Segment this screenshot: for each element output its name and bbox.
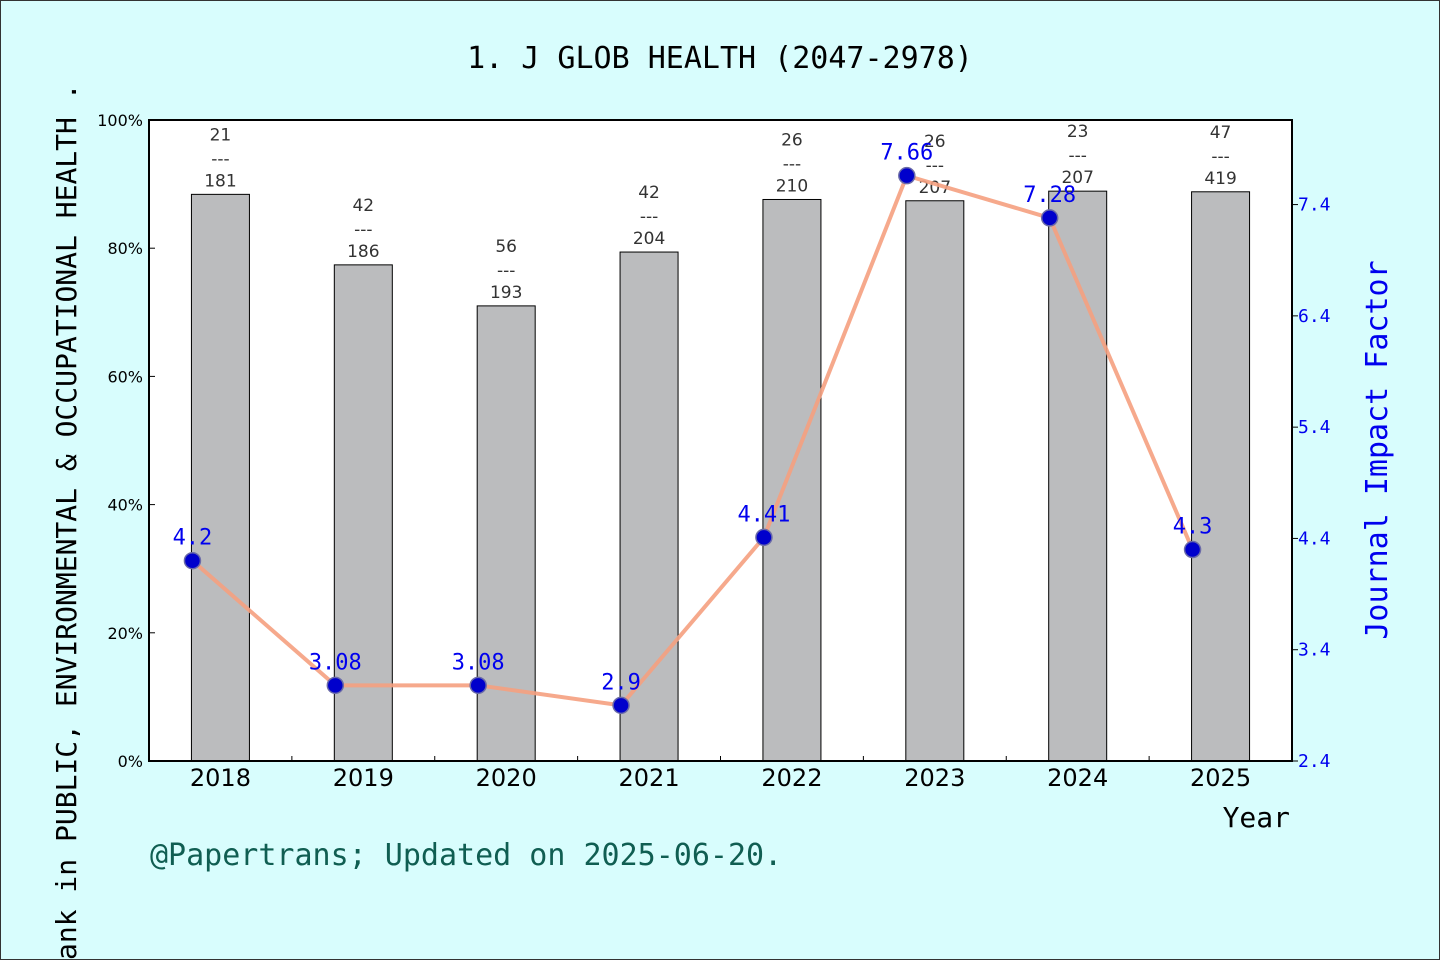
bar-2019 — [333, 264, 393, 762]
credit-text: @Papertrans; Updated on 2025-06-20. — [150, 838, 782, 873]
impact-factor-label-2024: 7.28 — [1023, 183, 1076, 208]
rank-label-bottom: 186 — [347, 242, 379, 262]
x-tick-label-2018: 2018 — [190, 764, 251, 792]
rank-label-sep: --- — [640, 207, 658, 227]
rank-label-sep: --- — [1211, 147, 1229, 167]
bar-2024 — [1048, 190, 1108, 762]
rank-label-sep: --- — [497, 261, 515, 281]
x-tick-label-2019: 2019 — [333, 764, 394, 792]
x-tick-label-2021: 2021 — [619, 764, 680, 792]
right-tick-label: 6.4 — [1298, 306, 1331, 327]
rank-label-bottom: 181 — [204, 171, 236, 191]
left-tick-label: 40% — [107, 496, 143, 515]
impact-factor-label-2022: 4.41 — [737, 502, 790, 527]
impact-factor-point-2021 — [612, 696, 630, 715]
rank-label-group: 21 --- 181 42 --- 186 56 --- 193 42 --- 204 26 --- 210… — [204, 122, 1237, 303]
impact-factor-point-2018 — [183, 551, 202, 570]
rank-label-bottom: 210 — [776, 176, 808, 196]
rank-label-bottom: 207 — [1061, 168, 1093, 188]
impact-factor-label-2023: 7.66 — [880, 141, 933, 166]
x-axis: 2018 2019 2020 2021 2022 2023 2024 2025 — [148, 756, 1251, 792]
x-tick-label-2023: 2023 — [904, 764, 965, 792]
left-tick-label: 60% — [107, 367, 143, 386]
rank-label-bottom: 193 — [490, 283, 522, 303]
rank-label-top: 21 — [210, 125, 232, 145]
left-tick-label: 0% — [118, 752, 143, 771]
x-tick-label-2020: 2020 — [476, 764, 537, 792]
rank-label-top: 42 — [352, 196, 374, 216]
impact-factor-label-2021: 2.9 — [601, 670, 641, 695]
x-axis-label: Year — [1223, 801, 1290, 834]
rank-label-sep: --- — [1068, 146, 1086, 166]
x-tick-label-2022: 2022 — [761, 764, 822, 792]
x-tick-label-2024: 2024 — [1047, 764, 1108, 792]
bar-2018 — [190, 193, 250, 762]
rank-label-bottom: 204 — [633, 229, 665, 249]
rank-label-top: 56 — [495, 237, 517, 257]
right-axis: 2.4 3.4 4.4 5.4 6.4 7.4 — [1292, 195, 1331, 772]
bar-2022 — [762, 198, 822, 762]
rank-label-top: 23 — [1067, 122, 1089, 142]
left-axis-label: ank in PUBLIC, ENVIRONMENTAL & OCCUPATIO… — [50, 83, 83, 960]
impact-factor-markers — [183, 166, 1202, 715]
rank-label-sep: --- — [783, 154, 801, 174]
x-tick-label-2025: 2025 — [1190, 764, 1251, 792]
right-tick-label: 3.4 — [1298, 640, 1331, 661]
rank-label-top: 26 — [781, 130, 803, 150]
left-axis: 0% 20% 40% 60% 80% 100% — [97, 111, 155, 771]
impact-factor-point-2025 — [1183, 540, 1202, 559]
impact-factor-label-2025: 4.3 — [1173, 515, 1213, 540]
impact-factor-line — [191, 173, 1195, 708]
rank-label-top: 42 — [638, 183, 660, 203]
chart-title: 1. J GLOB HEALTH (2047-2978) — [467, 41, 973, 76]
rank-label-bottom: 419 — [1204, 169, 1236, 189]
impact-factor-point-2022 — [755, 528, 773, 547]
rank-label-top: 26 — [924, 132, 946, 152]
impact-factor-label-2019: 3.08 — [309, 650, 362, 675]
impact-factor-point-2020 — [469, 676, 487, 695]
bar-2025 — [1191, 191, 1251, 762]
right-tick-label: 5.4 — [1298, 417, 1331, 438]
left-tick-label: 20% — [107, 624, 143, 643]
impact-factor-point-2019 — [326, 676, 345, 695]
right-tick-label: 2.4 — [1298, 751, 1331, 772]
rank-label-sep: --- — [211, 149, 229, 169]
rank-label-top: 47 — [1210, 123, 1232, 143]
impact-factor-labels: 4.2 3.08 3.08 2.9 4.41 7.66 7.28 4.3 — [173, 141, 1213, 696]
rank-label-sep: --- — [354, 220, 372, 240]
impact-factor-label-2018: 4.2 — [173, 526, 213, 551]
right-axis-label: Journal Impact Factor — [1360, 260, 1395, 639]
left-tick-label: 80% — [107, 239, 143, 258]
left-tick-label: 100% — [97, 111, 143, 130]
right-tick-label: 7.4 — [1298, 195, 1331, 216]
impact-factor-point-2024 — [1040, 209, 1059, 227]
impact-factor-label-2020: 3.08 — [452, 650, 505, 675]
impact-factor-point-2023 — [898, 166, 916, 185]
bar-group — [190, 190, 1251, 762]
rank-label-sep: --- — [926, 156, 944, 176]
right-tick-label: 4.4 — [1298, 528, 1331, 549]
bar-2023 — [905, 200, 965, 762]
